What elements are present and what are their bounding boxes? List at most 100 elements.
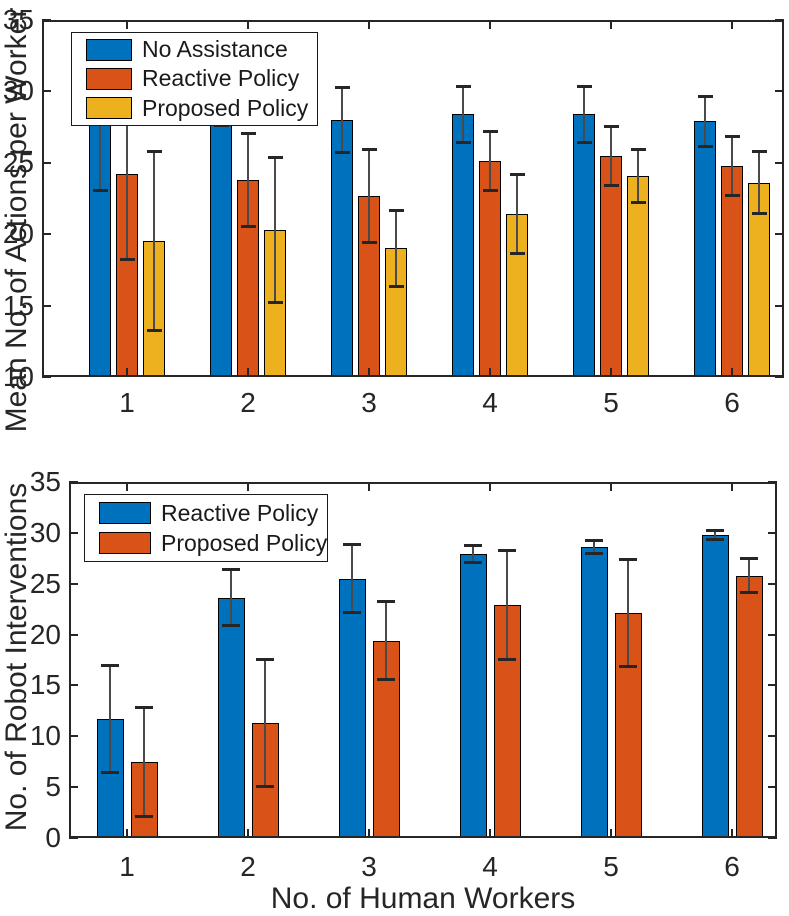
errorbar-cap-bottom-no-assistance-group1 — [92, 189, 108, 193]
errorbar-cap-bottom-reactive-policy-group1 — [101, 770, 119, 774]
errorbar-cap-top-proposed-policy-group4 — [498, 549, 516, 553]
y-tick-left — [42, 90, 51, 93]
errorbar-cap-bottom-no-assistance-group3 — [334, 150, 350, 154]
y-tick-left — [69, 837, 78, 839]
errorbar-cap-top-proposed-policy-group3 — [388, 208, 404, 212]
x-tick-top — [731, 482, 733, 491]
errorbar-line-reactive-policy-group1 — [126, 88, 128, 260]
y-tick-right — [775, 376, 784, 378]
errorbar-line-reactive-policy-group3 — [351, 544, 353, 614]
errorbar-cap-top-no-assistance-group5 — [576, 84, 592, 88]
errorbar-cap-bottom-proposed-policy-group6 — [740, 590, 758, 594]
errorbar-cap-top-reactive-policy-group6 — [724, 134, 740, 138]
x-tick-label: 2 — [240, 851, 256, 882]
x-tick-bottom — [610, 368, 612, 377]
x-tick-label: 5 — [603, 387, 619, 418]
errorbar-cap-top-proposed-policy-group6 — [751, 150, 767, 154]
y-tick-right — [768, 481, 777, 483]
errorbar-line-proposed-policy-group3 — [395, 209, 397, 288]
errorbar-cap-top-proposed-policy-group6 — [740, 557, 758, 561]
legend-label-no-assistance: No Assistance — [142, 36, 288, 63]
errorbar-cap-bottom-no-assistance-group4 — [455, 140, 471, 144]
y-tick-label: 25 — [29, 567, 61, 599]
errorbar-cap-bottom-reactive-policy-group3 — [343, 611, 361, 615]
y-tick-label: 25 — [2, 146, 34, 178]
x-tick-bottom — [489, 368, 491, 377]
legend: Reactive Policy Proposed Policy — [84, 494, 328, 562]
bar-proposed-policy-group5 — [627, 175, 649, 377]
x-tick-label: 6 — [724, 387, 740, 418]
x-tick-label: 1 — [119, 387, 135, 418]
y-tick-label: 35 — [2, 4, 34, 35]
y-tick-right — [768, 582, 777, 585]
x-tick-bottom — [126, 368, 128, 377]
bar-reactive-policy-group2 — [217, 597, 245, 838]
errorbar-cap-bottom-proposed-policy-group1 — [135, 814, 153, 818]
y-tick-left — [69, 531, 78, 534]
y-tick-right — [768, 837, 777, 839]
x-tick-top — [247, 482, 249, 491]
y-tick-left — [69, 684, 78, 687]
x-tick-bottom — [610, 829, 612, 838]
errorbar-cap-bottom-proposed-policy-group5 — [630, 200, 646, 204]
y-tick-right — [768, 786, 777, 789]
x-tick-top — [247, 20, 249, 29]
errorbar-cap-bottom-proposed-policy-group4 — [498, 658, 516, 661]
bar-no-assistance-group3 — [331, 119, 353, 377]
x-tick-label: 4 — [482, 387, 498, 418]
legend-swatch-proposed-policy — [86, 97, 132, 120]
errorbar-line-proposed-policy-group1 — [153, 151, 155, 332]
y-tick-right — [775, 233, 784, 236]
errorbar-cap-bottom-reactive-policy-group4 — [464, 561, 482, 565]
errorbar-line-proposed-policy-group3 — [385, 601, 387, 681]
bottom-chart: 0 5 10 15 20 25 30 35 1 2 3 4 5 6 Reactive Policy Propo… — [30, 467, 777, 882]
errorbar-line-reactive-policy-group5 — [610, 125, 612, 186]
bar-no-assistance-group4 — [452, 114, 474, 377]
bar-reactive-policy-group5 — [600, 155, 622, 377]
errorbar-line-reactive-policy-group2 — [247, 132, 249, 228]
errorbar-cap-bottom-proposed-policy-group2 — [267, 300, 283, 304]
y-tick-left — [42, 161, 51, 164]
legend-item-reactive-policy: Reactive Policy — [85, 498, 327, 528]
x-tick-bottom — [731, 829, 733, 838]
x-tick-label: 3 — [361, 387, 377, 418]
bar-proposed-policy-group6 — [735, 575, 763, 838]
errorbar-line-proposed-policy-group4 — [516, 174, 518, 255]
errorbar-cap-top-reactive-policy-group1 — [101, 664, 119, 668]
legend-label-reactive-policy: Reactive Policy — [142, 65, 300, 92]
y-tick-left — [42, 304, 51, 307]
y-tick-label: 30 — [2, 75, 34, 107]
y-tick-label: 30 — [29, 516, 61, 548]
errorbar-cap-bottom-proposed-policy-group2 — [256, 785, 274, 789]
legend-item-reactive-policy: Reactive Policy — [72, 64, 317, 93]
legend-item-proposed-policy: Proposed Policy — [85, 528, 327, 558]
errorbar-cap-bottom-no-assistance-group6 — [697, 145, 713, 149]
errorbar-cap-top-proposed-policy-group5 — [630, 147, 646, 151]
y-tick-left — [69, 633, 78, 636]
y-tick-left — [42, 19, 51, 21]
bar-reactive-policy-group5 — [580, 547, 608, 838]
errorbar-cap-bottom-proposed-policy-group3 — [388, 285, 404, 289]
errorbar-cap-top-no-assistance-group6 — [697, 94, 713, 98]
errorbar-line-reactive-policy-group1 — [109, 665, 111, 773]
x-tick-top — [126, 20, 128, 29]
bar-reactive-policy-group6 — [721, 165, 743, 377]
x-tick-label: 6 — [724, 851, 740, 882]
y-tick-label: 0 — [45, 822, 61, 853]
y-tick-label: 35 — [29, 466, 61, 497]
y-tick-label: 10 — [29, 720, 61, 752]
errorbar-line-reactive-policy-group3 — [368, 148, 370, 243]
errorbar-cap-top-no-assistance-group4 — [455, 84, 471, 88]
errorbar-line-proposed-policy-group5 — [637, 148, 639, 203]
x-tick-label: 4 — [482, 851, 498, 882]
errorbar-line-proposed-policy-group2 — [264, 658, 266, 788]
errorbar-cap-top-reactive-policy-group4 — [482, 130, 498, 134]
bar-reactive-policy-group4 — [479, 161, 501, 377]
errorbar-cap-top-proposed-policy-group2 — [256, 657, 274, 661]
errorbar-cap-bottom-proposed-policy-group1 — [146, 329, 162, 333]
bar-reactive-policy-group4 — [459, 554, 487, 838]
x-tick-top — [126, 482, 128, 491]
y-tick-right — [768, 684, 777, 687]
bar-reactive-policy-group6 — [701, 534, 729, 838]
errorbar-line-reactive-policy-group6 — [731, 135, 733, 196]
